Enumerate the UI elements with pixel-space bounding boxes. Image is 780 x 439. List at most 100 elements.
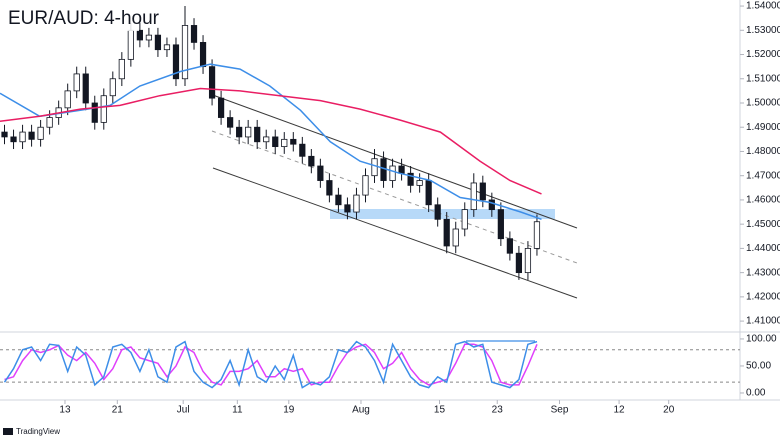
chart-title: EUR/AUD: 4-hour xyxy=(8,8,160,29)
candle-body xyxy=(344,204,351,213)
title-bg xyxy=(4,5,139,31)
candle-body xyxy=(227,117,234,128)
candle-body xyxy=(272,136,279,148)
candle-body xyxy=(371,158,378,177)
y-tick-label: 1.43000 xyxy=(746,267,780,278)
candle-body xyxy=(254,126,261,143)
candle-body xyxy=(515,252,523,274)
candle-body xyxy=(73,73,80,92)
channel-upper xyxy=(209,93,578,229)
candle-body xyxy=(199,42,207,68)
candle-body xyxy=(163,44,171,51)
y-tick-label: 1.49000 xyxy=(746,122,780,133)
candle-body xyxy=(407,172,414,186)
candle-body xyxy=(109,78,116,97)
x-tick-label: Sep xyxy=(551,405,569,416)
candle-body xyxy=(335,194,342,206)
candle-body xyxy=(299,143,306,157)
candle-body xyxy=(28,131,35,140)
x-tick-label: 15 xyxy=(434,405,446,416)
candle-body xyxy=(236,126,243,138)
x-tick-label: Jul xyxy=(177,405,190,416)
candle-body xyxy=(398,165,405,174)
candle-body xyxy=(362,175,369,196)
y-tick-label: 1.41000 xyxy=(746,316,780,327)
y-tick-label: 1.52000 xyxy=(746,49,780,60)
candle-body xyxy=(100,95,107,123)
x-tick-label: Aug xyxy=(352,405,370,416)
y-tick-label: 100.00 xyxy=(746,334,777,345)
y-tick-label: 1.53000 xyxy=(746,25,780,36)
plot: 1.54000 1.53000 1.52000 1.51000 1.50000 1.490… xyxy=(0,1,780,416)
y-tick-label: 1.51000 xyxy=(746,73,780,84)
candle-body xyxy=(461,209,468,230)
y-tick-label: 1.45000 xyxy=(746,219,780,230)
y-tick-label: 1.54000 xyxy=(746,1,780,12)
candle-body xyxy=(425,180,432,206)
candle-body xyxy=(154,34,162,51)
channel xyxy=(209,93,578,299)
candle-body xyxy=(19,131,26,143)
candle-body xyxy=(217,97,225,118)
candle-body xyxy=(290,138,297,145)
x-tick-label: 13 xyxy=(59,405,71,416)
candle-body xyxy=(308,155,315,167)
y-tick-label: 1.46000 xyxy=(746,195,780,206)
candle-body xyxy=(443,218,450,247)
candle-body xyxy=(488,199,495,211)
candle-body xyxy=(389,165,396,181)
candle-body xyxy=(46,117,53,128)
branding: TradingView xyxy=(16,427,60,436)
y-tick-label: 1.47000 xyxy=(746,170,780,181)
y-tick-label: 50.00 xyxy=(746,361,771,372)
candle-body xyxy=(434,204,441,220)
x-tick-label: 12 xyxy=(614,405,626,416)
x-tick-label: 23 xyxy=(492,405,504,416)
y-tick-label: 0.00 xyxy=(746,388,766,399)
pane xyxy=(0,6,542,280)
channel-mid xyxy=(211,130,578,264)
support-zone xyxy=(330,209,555,219)
candle-body xyxy=(470,182,477,211)
candle-body xyxy=(326,180,333,196)
candle-body xyxy=(91,102,98,123)
y-tick-label: 1.42000 xyxy=(746,292,780,303)
y-tick-label: 1.44000 xyxy=(746,243,780,254)
logo-mark xyxy=(3,428,13,435)
series-line xyxy=(0,87,542,195)
candle-body xyxy=(452,228,459,247)
candle-body xyxy=(136,29,143,41)
candle-body xyxy=(245,126,252,138)
candle-body xyxy=(82,73,89,104)
x-tick-label: 20 xyxy=(663,405,675,416)
candle-body xyxy=(353,194,360,213)
y-tick-label: 1.50000 xyxy=(746,98,780,109)
candle-body xyxy=(479,182,486,201)
candle-body xyxy=(281,138,288,148)
logo: TradingView xyxy=(3,427,60,436)
candle-body xyxy=(416,180,423,186)
candle-body xyxy=(506,238,513,254)
candle-body xyxy=(64,90,71,109)
candle-body xyxy=(263,136,270,143)
candle-body xyxy=(524,247,532,274)
candle-body xyxy=(118,58,125,80)
candle-body xyxy=(1,131,8,138)
x-tick-label: 21 xyxy=(112,405,124,416)
channel-lower xyxy=(212,167,578,299)
candle-body xyxy=(127,29,134,60)
candle-body xyxy=(145,34,153,41)
candle-body xyxy=(37,126,44,140)
pane xyxy=(0,340,740,389)
series-line xyxy=(3,340,538,389)
candle-body xyxy=(172,44,180,80)
candle-body xyxy=(181,25,189,80)
candle-body xyxy=(533,221,541,249)
candle-body xyxy=(190,25,198,43)
y-tick-label: 1.48000 xyxy=(746,146,780,157)
candle-body xyxy=(10,136,17,143)
candle-body xyxy=(208,66,216,99)
x-tick-label: 19 xyxy=(283,405,295,416)
